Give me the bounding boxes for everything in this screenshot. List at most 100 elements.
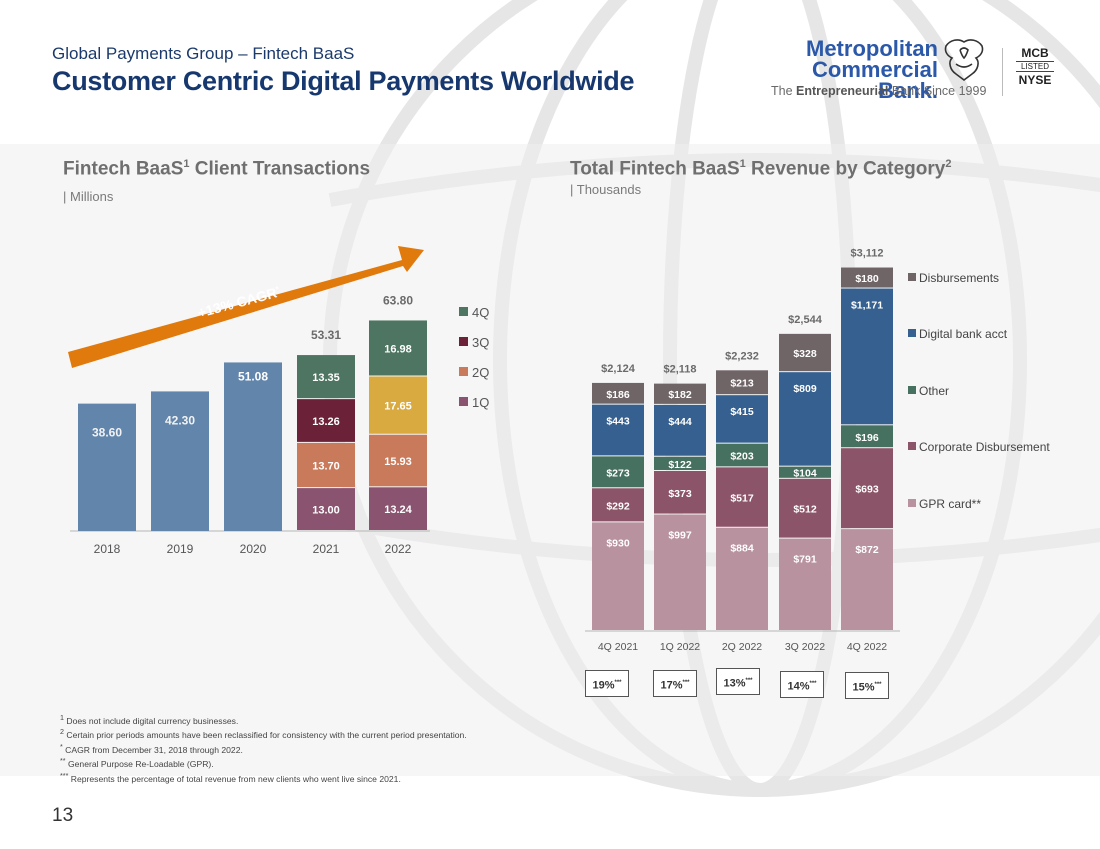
segment-0-1 [654, 514, 706, 630]
x-tick-label: 4Q 2022 [847, 641, 887, 653]
segment-value-label: $872 [855, 544, 879, 556]
ticker-symbol: MCB [1021, 46, 1049, 60]
segment-2-2 [716, 443, 768, 467]
page-title: Customer Centric Digital Payments Worldw… [52, 66, 635, 96]
segment-1-1 [654, 470, 706, 514]
segment-2-4 [841, 425, 893, 448]
segment-1Q-2022 [369, 487, 427, 530]
bar-value-label: 42.30 [165, 413, 195, 427]
segment-4-3 [779, 333, 831, 372]
segment-value-label: $791 [793, 554, 817, 566]
new-client-pct-box: 17%*** [653, 670, 697, 697]
legend-label: GPR card** [919, 497, 981, 511]
segment-4-0 [592, 382, 644, 404]
bar-value-label: 38.60 [92, 426, 122, 440]
x-tick-label: 3Q 2022 [785, 641, 825, 653]
cagr-arrow [68, 246, 424, 368]
listed-label: LISTED [1016, 61, 1054, 72]
new-client-pct-sup: *** [614, 680, 622, 686]
segment-2-3 [779, 466, 831, 478]
total-label: $2,544 [788, 314, 823, 326]
new-client-pct-value: 17% [660, 679, 683, 692]
segment-value-label: 13.35 [312, 372, 340, 384]
segment-4-2 [716, 370, 768, 395]
total-label: $2,232 [725, 350, 759, 362]
legend-swatch [908, 442, 916, 450]
segment-3-3 [779, 372, 831, 466]
segment-value-label: $444 [668, 416, 692, 428]
legend-label: 4Q [472, 305, 489, 320]
footnote-5: *** Represents the percentage of total r… [60, 771, 401, 784]
logo-divider [1002, 48, 1003, 96]
legend-swatch [459, 367, 468, 376]
x-tick-label: 1Q 2022 [660, 641, 700, 653]
new-client-pct-value: 13% [723, 677, 746, 690]
new-client-pct-box: 19%*** [585, 670, 629, 697]
page-subtitle: Global Payments Group – Fintech BaaS [52, 44, 355, 63]
segment-value-label: $930 [606, 537, 630, 549]
segment-1Q-2021 [297, 488, 355, 530]
segment-value-label: $213 [730, 378, 754, 390]
legend-label: 3Q [472, 335, 489, 350]
segment-2-0 [592, 456, 644, 488]
logo-line-2: Commercial Bank. [812, 57, 938, 103]
new-client-pct-box: 15%*** [845, 672, 889, 699]
total-label: $2,124 [601, 363, 636, 375]
legend-swatch [908, 329, 916, 337]
x-tick-label: 2019 [167, 542, 194, 556]
legend-swatch [459, 307, 468, 316]
segment-0-3 [779, 538, 831, 630]
chart1-subtitle: | Millions [63, 189, 114, 204]
segment-value-label: $517 [730, 493, 754, 505]
segment-value-label: 17.65 [384, 401, 412, 413]
total-label: $3,112 [850, 248, 883, 260]
new-client-pct-sup: *** [809, 681, 817, 687]
segment-4-4 [841, 267, 893, 288]
segment-value-label: 13.26 [312, 416, 340, 428]
segment-value-label: 15.93 [384, 456, 412, 468]
eagle-logo-icon [944, 39, 984, 81]
segment-value-label: 13.70 [312, 460, 340, 472]
bar-2018 [78, 403, 136, 531]
x-tick-label: 2020 [240, 542, 267, 556]
legend-label: Other [919, 384, 949, 398]
logo-line-1: Metropolitan [806, 36, 938, 61]
chart2-subtitle: | Thousands [570, 182, 642, 197]
bar-value-label: 51.08 [238, 369, 268, 383]
segment-value-label: $809 [793, 383, 817, 395]
new-client-pct-box: 13%*** [716, 668, 760, 695]
segment-value-label: $373 [668, 488, 692, 500]
x-tick-label: 2021 [313, 542, 340, 556]
segment-1-4 [841, 448, 893, 529]
segment-value-label: $1,171 [851, 300, 883, 312]
new-client-pct-sup: *** [682, 680, 690, 686]
x-tick-label: 4Q 2021 [598, 641, 638, 653]
legend-label: Disbursements [919, 271, 999, 285]
chart1-title: Fintech BaaS1 Client Transactions [63, 158, 371, 180]
x-tick-label: 2Q 2022 [722, 641, 762, 653]
bar-2019 [151, 391, 209, 531]
total-label: 63.80 [383, 293, 413, 307]
x-tick-label: 2022 [385, 542, 412, 556]
nyse-listing-badge: MCB LISTED NYSE [1012, 46, 1058, 87]
legend-swatch [459, 397, 468, 406]
footnotes: 1 Does not include digital currency busi… [60, 713, 467, 785]
bank-logo-name: Metropolitan Commercial Bank. [770, 36, 938, 103]
legend-label: 1Q [472, 395, 489, 410]
segment-value-label: $997 [668, 530, 692, 542]
total-label: $2,118 [663, 364, 696, 376]
segment-0-0 [592, 522, 644, 630]
segment-value-label: $104 [793, 468, 817, 480]
segment-3-4 [841, 288, 893, 425]
legend-label: Corporate Disbursement [919, 440, 1050, 454]
segment-3Q-2022 [369, 376, 427, 434]
x-tick-label: 2018 [94, 542, 121, 556]
total-label: 53.31 [311, 328, 341, 342]
legend-swatch [908, 386, 916, 394]
footnote-4: ** General Purpose Re-Loadable (GPR). [60, 757, 214, 770]
legend-swatch [459, 337, 468, 346]
new-client-pct-box: 14%*** [780, 671, 824, 698]
segment-1-0 [592, 488, 644, 522]
